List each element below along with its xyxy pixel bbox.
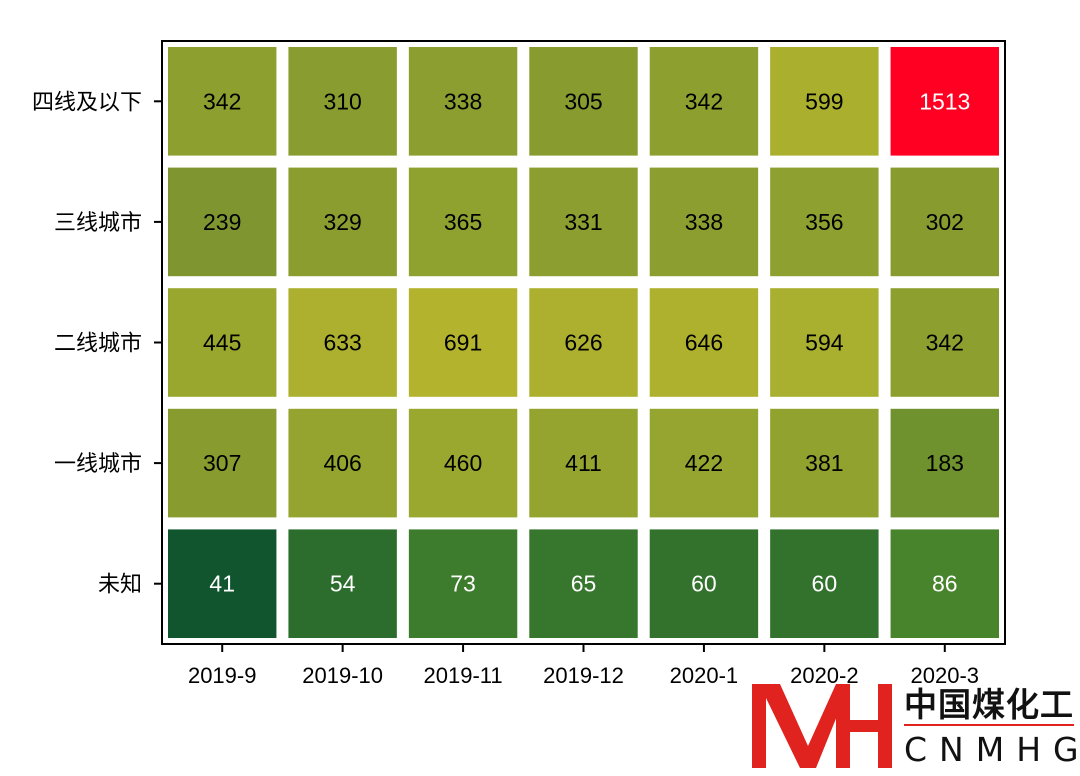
heatmap-cell [529,529,638,638]
cell-value-label: 342 [926,330,964,356]
cell-value-label: 310 [323,88,361,114]
cell-value-label: 422 [685,450,723,476]
watermark-chinese-text: 中国煤化工 [904,685,1074,724]
heatmap-cell [770,408,879,518]
heatmap-cell [408,288,518,397]
heatmap-cell [288,529,397,638]
cell-value-label: 338 [444,88,482,114]
x-axis: 2019-9 2019-10 2019-11 2019-12 2020-1 2020-2 2… [188,644,979,688]
heatmap-cell [770,529,879,638]
heatmap-cell [288,408,397,518]
y-tick-label: 一线城市 [54,452,142,477]
cell-value-label: 331 [564,209,602,235]
cell-value-label: 691 [444,330,482,356]
heatmap-cell [770,47,879,156]
cell-value-label: 381 [805,450,843,476]
cell-value-label: 73 [450,571,476,597]
cell-value-label: 342 [685,88,723,114]
heatmap-cell [890,408,999,518]
heatmap-cell [408,529,518,638]
cell-value-label: 646 [685,330,723,356]
watermark-rule [904,724,1074,726]
heatmap-cell [168,47,277,156]
heatmap-cell [529,167,638,277]
cell-value-label: 60 [812,571,838,597]
watermark-english-text: CNMHG [904,730,1080,769]
cell-value-label: 445 [203,330,241,356]
cell-value-label: 411 [565,450,602,476]
heatmap-cell [770,167,879,277]
heatmap-cell [168,408,277,518]
heatmap-cell [529,288,638,397]
cnmhg-watermark: 中国煤化工 CNMHG [750,672,1080,776]
heatmap-cell [168,529,277,638]
y-tick-label: 三线城市 [54,211,142,236]
cell-value-label: 338 [685,209,723,235]
cell-value-label: 41 [209,571,235,597]
cell-value-label: 633 [323,330,361,356]
x-tick-label: 2020-1 [670,663,739,688]
cell-value-label: 305 [564,88,602,114]
heatmap-cell [288,288,397,397]
heatmap-cell [649,47,759,156]
cell-value-label: 54 [330,571,356,597]
cell-value-label: 1513 [919,88,970,114]
cell-value-label: 460 [444,450,482,476]
heatmap-cell [288,47,397,156]
x-tick-label: 2019-11 [424,663,503,688]
cell-value-label: 365 [444,209,482,235]
heatmap-cell [649,167,759,277]
cell-value-label: 406 [323,450,361,476]
cell-value-label: 599 [805,88,843,114]
x-tick-label: 2020-3 [911,663,980,688]
heatmap-cell [408,47,518,156]
x-tick-label: 2020-2 [790,663,859,688]
cnmhg-logo-icon [752,684,892,768]
x-tick-label: 2019-9 [188,663,257,688]
cell-value-label: 356 [805,209,843,235]
cell-value-label: 594 [805,330,844,356]
heatmap-cell [168,288,277,397]
heatmap-cells: 342 310 338 305 342 599 1513 239 329 365 331 338 356… [168,47,999,638]
heatmap-cell [408,408,518,518]
x-tick-label: 2019-12 [543,663,624,688]
y-tick-label: 未知 [98,573,142,598]
cell-value-label: 307 [203,450,241,476]
cell-value-label: 65 [571,571,597,597]
heatmap-cell [408,167,518,277]
heatmap-cell [649,288,759,397]
heatmap-cell [770,288,879,397]
heatmap-cell [890,288,999,397]
heatmap-cell [649,529,759,638]
cell-value-label: 60 [691,571,717,597]
heatmap-cell [890,47,999,156]
y-tick-label: 二线城市 [54,332,142,357]
heatmap-cell [529,47,638,156]
heatmap-cell [529,408,638,518]
cell-value-label: 183 [926,450,964,476]
heatmap-cell [890,167,999,277]
cell-value-label: 302 [926,209,964,235]
y-tick-label: 四线及以下 [32,90,142,115]
cell-value-label: 239 [203,209,241,235]
heatmap-cell [890,529,999,638]
x-tick-label: 2019-10 [302,663,383,688]
cell-value-label: 329 [323,209,361,235]
heatmap-cell [168,167,277,277]
cell-value-label: 342 [203,88,241,114]
heatmap-cell [649,408,759,518]
cell-value-label: 626 [564,330,602,356]
cell-value-label: 86 [932,571,958,597]
heatmap-cell [288,167,397,277]
